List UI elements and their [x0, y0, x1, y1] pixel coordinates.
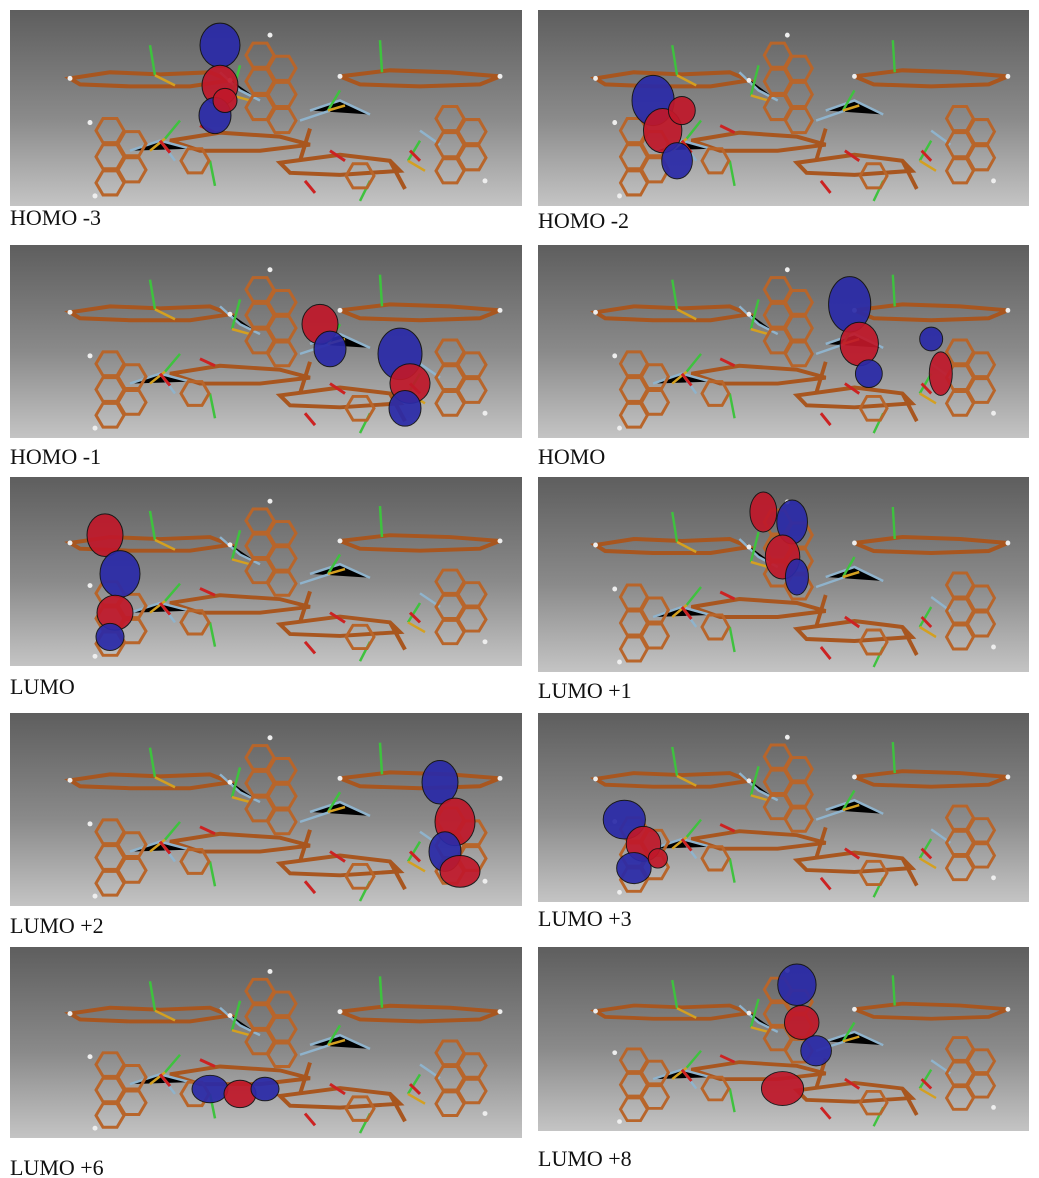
panel-label: HOMO -1 [10, 444, 102, 469]
orbital-lobe [421, 760, 459, 805]
panel-label: LUMO +6 [10, 1155, 104, 1178]
panel-label: LUMO +2 [10, 913, 104, 938]
orbital-panel [10, 713, 522, 906]
orbital-lobe [388, 389, 422, 427]
orbital-lobe [928, 351, 953, 396]
orbital-lobe [800, 1035, 832, 1067]
panel-label: HOMO -3 [10, 205, 102, 230]
orbital-panel [10, 947, 522, 1138]
orbital-lobe [783, 1005, 820, 1040]
panel-label: LUMO +3 [538, 906, 632, 931]
orbital-lobe [784, 558, 809, 596]
orbital-lobe [250, 1076, 280, 1102]
orbital-panel [538, 10, 1029, 206]
orbital-lobe [313, 330, 347, 368]
orbital-lobe [919, 326, 944, 352]
orbital-lobe [212, 87, 238, 114]
orbital-panel [10, 245, 522, 438]
orbital-lobe [616, 852, 652, 885]
orbital-panel [538, 245, 1029, 438]
orbital-lobe [839, 321, 879, 367]
panel-label: LUMO +8 [538, 1146, 632, 1171]
orbital-lobe [667, 95, 696, 126]
orbital-panel [538, 477, 1029, 672]
orbital-lobe [749, 491, 778, 533]
orbital-panel [10, 477, 522, 666]
panel-label: LUMO [10, 674, 75, 699]
orbital-lobe [223, 1079, 257, 1109]
orbital-lobe [95, 622, 125, 651]
orbital-lobe [99, 550, 141, 598]
orbital-panel [538, 947, 1029, 1131]
orbital-lobe [191, 1074, 229, 1104]
orbital-lobe [86, 513, 124, 557]
orbital-panel [538, 713, 1029, 902]
orbital-lobe [647, 848, 668, 869]
orbital-lobe [777, 963, 817, 1006]
panel-label: HOMO [538, 444, 606, 469]
orbital-lobe [760, 1071, 805, 1106]
orbital-panel [10, 10, 522, 206]
orbital-lobe [661, 142, 693, 180]
orbital-lobe [439, 855, 481, 888]
orbital-lobe [199, 22, 241, 68]
panel-label: LUMO +1 [538, 678, 632, 703]
panel-label: HOMO -2 [538, 208, 630, 233]
orbital-lobe [854, 359, 883, 389]
